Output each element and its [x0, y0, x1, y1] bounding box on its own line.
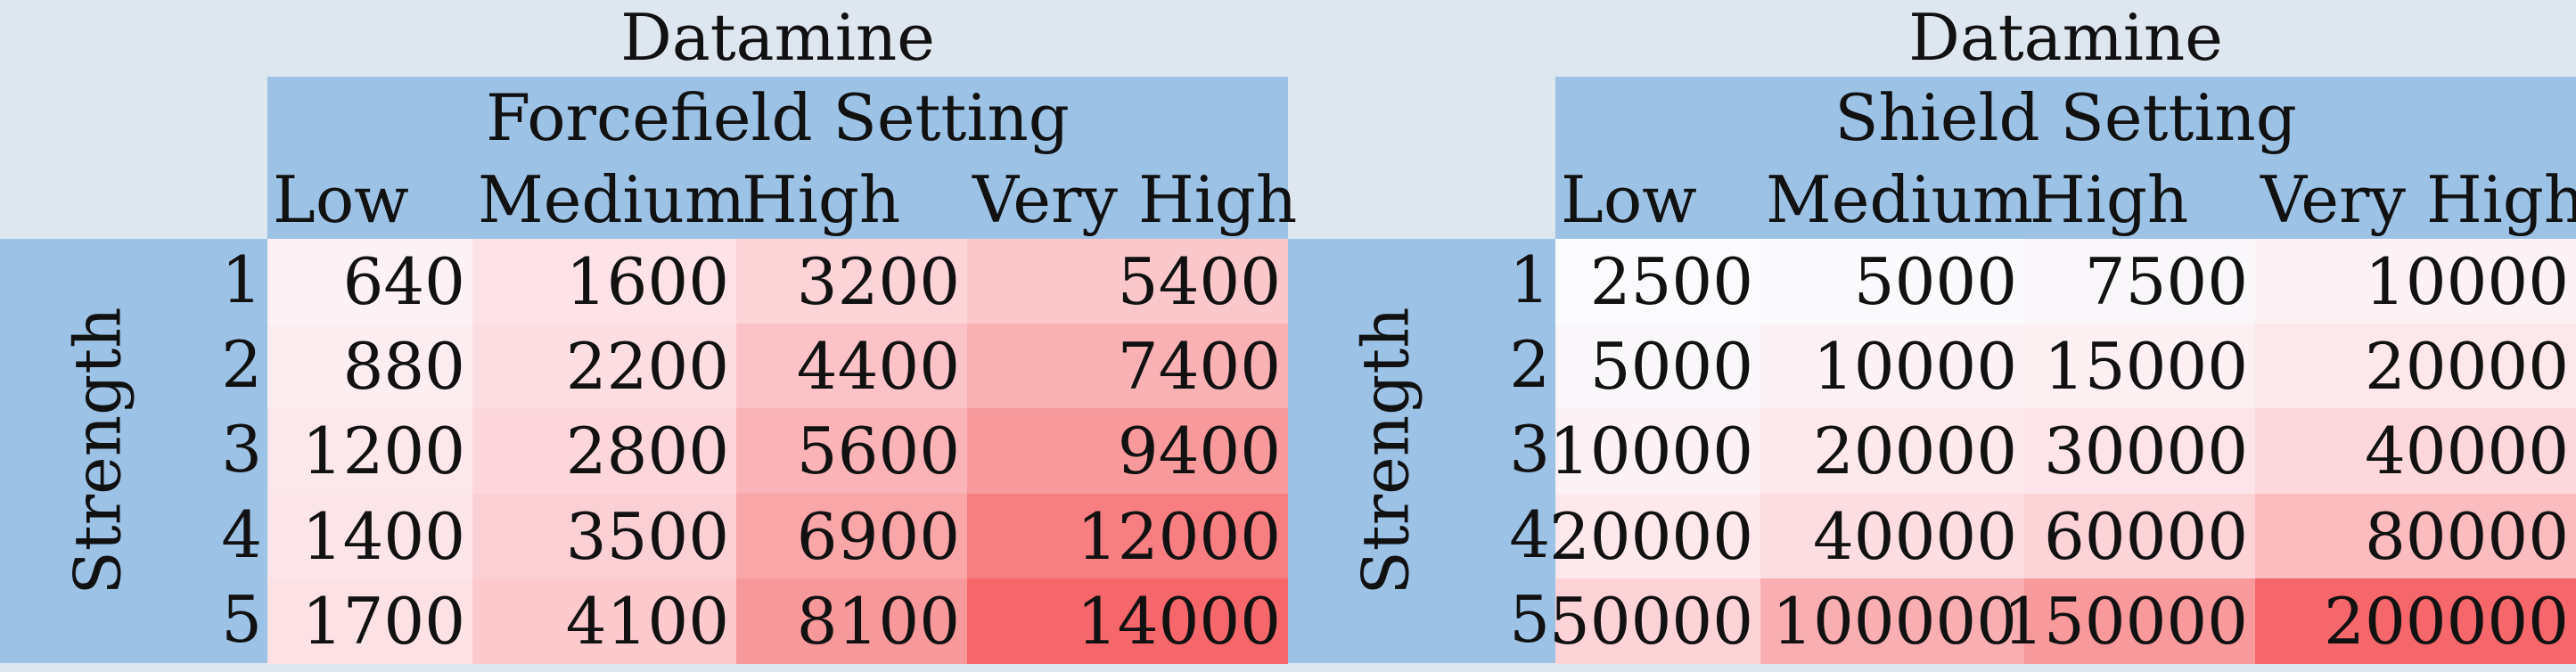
header-band	[267, 77, 1288, 239]
table-cell: 150000	[2003, 578, 2255, 664]
table-title: Datamine	[620, 0, 935, 75]
table-cell: 3500	[472, 493, 736, 579]
row-header-band	[0, 239, 267, 663]
table-cell: 10000	[1549, 408, 1760, 495]
strength-label-text: Strength	[61, 307, 135, 595]
row-number: 1	[1509, 242, 1550, 317]
row-number: 4	[1509, 496, 1550, 572]
forcefield-table: Datamine Forcefield Setting Low Medium High V…	[0, 0, 1298, 664]
table-cell: 200000	[2255, 578, 2576, 664]
table-cell: 10000	[2255, 239, 2576, 325]
row-number: 3	[221, 412, 262, 488]
table-cell: 5400	[967, 239, 1288, 325]
table-cell: 20000	[1549, 493, 1760, 579]
row-number: 2	[1509, 327, 1550, 403]
table-cell: 10000	[1760, 324, 2024, 410]
table-cell: 15000	[2024, 324, 2255, 410]
table-cell: 3200	[736, 239, 967, 325]
column-header: Medium	[478, 162, 746, 237]
table-cell: 2800	[472, 408, 736, 495]
table-cell: 100000	[1760, 578, 2024, 664]
table-cell: 1200	[267, 408, 472, 495]
column-header: Low	[1561, 162, 1697, 237]
row-number: 4	[221, 496, 262, 572]
column-header: Medium	[1766, 162, 2034, 237]
table-cell: 2200	[472, 324, 736, 410]
table-cell: 6900	[736, 493, 967, 579]
table-cell: 1600	[472, 239, 736, 325]
table-cell: 4400	[736, 324, 967, 410]
table-cell: 30000	[2024, 408, 2255, 495]
header-band	[1555, 77, 2576, 239]
strength-label-text: Strength	[1349, 307, 1423, 595]
column-header: Low	[273, 162, 409, 237]
table-cell: 40000	[2255, 408, 2576, 495]
table-cell: 5000	[1760, 239, 2024, 325]
table-cell: 40000	[1760, 493, 2024, 579]
column-header: High	[742, 162, 901, 237]
table-cell: 2500	[1555, 239, 1760, 325]
table-cell: 7500	[2024, 239, 2255, 325]
table-cell: 9400	[967, 408, 1288, 495]
table-cell: 12000	[967, 493, 1288, 579]
row-number: 1	[221, 242, 262, 317]
strength-label: Strength	[1346, 239, 1426, 663]
strength-label: Strength	[58, 239, 138, 663]
table-cell: 80000	[2255, 493, 2576, 579]
table-cell: 20000	[1760, 408, 2024, 495]
table-cell: 1700	[267, 578, 472, 664]
table-cell: 8100	[736, 578, 967, 664]
table-cell: 5000	[1555, 324, 1760, 410]
table-cell: 5600	[736, 408, 967, 495]
table-cell: 50000	[1549, 578, 1760, 664]
table-cell: 880	[267, 324, 472, 410]
setting-label: Forcefield Setting	[486, 80, 1070, 155]
table-cell: 7400	[967, 324, 1288, 410]
table-cell: 4100	[472, 578, 736, 664]
setting-label: Shield Setting	[1834, 80, 2297, 155]
row-header-band	[1288, 239, 1555, 663]
row-number: 5	[221, 581, 262, 657]
table-title: Datamine	[1908, 0, 2223, 75]
row-number: 2	[221, 327, 262, 403]
row-number: 3	[1509, 412, 1550, 488]
table-cell: 14000	[967, 578, 1288, 664]
column-header: High	[2030, 162, 2189, 237]
table-cell: 20000	[2255, 324, 2576, 410]
row-number: 5	[1509, 581, 1550, 657]
table-cell: 60000	[2024, 493, 2255, 579]
table-cell: 1400	[267, 493, 472, 579]
table-cell: 640	[267, 239, 472, 325]
column-header: Very High	[2260, 162, 2576, 237]
shield-table: Datamine Shield Setting Low Medium High Very …	[1288, 0, 2576, 664]
column-header: Very High	[972, 162, 1298, 237]
